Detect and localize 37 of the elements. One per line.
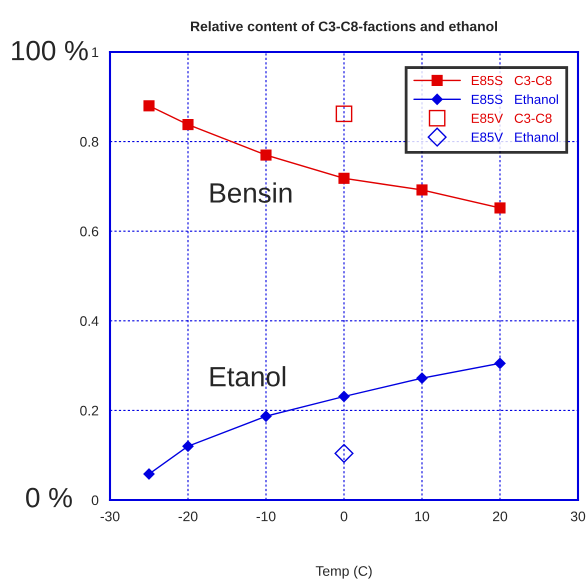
x-tick-label: -10 xyxy=(256,511,276,522)
x-tick-label: 30 xyxy=(570,511,586,522)
point xyxy=(338,172,350,184)
point xyxy=(182,119,194,130)
point xyxy=(494,202,506,214)
point xyxy=(338,390,350,402)
point xyxy=(334,444,354,463)
point xyxy=(494,358,506,369)
y-tick-label: 0 xyxy=(92,495,98,506)
point xyxy=(182,440,194,452)
point xyxy=(143,100,155,112)
point xyxy=(260,410,272,422)
x-tick-label: 10 xyxy=(415,511,430,522)
y-tick-label: 1 xyxy=(92,47,98,58)
point xyxy=(416,184,428,196)
x-tick-label: 0 xyxy=(340,511,348,522)
text: 0 % xyxy=(26,488,72,508)
legend-label: E85S C3-C8 xyxy=(472,76,552,86)
x-tick-label: -20 xyxy=(178,511,198,522)
point xyxy=(336,105,352,122)
legend-label: E85S Ethanol xyxy=(472,94,558,104)
annotation: Etanol xyxy=(210,366,286,386)
x-tick-label: -30 xyxy=(100,511,120,522)
point xyxy=(143,468,155,480)
y-tick-label: 0.2 xyxy=(80,406,98,416)
annotation: Bensin xyxy=(210,182,292,203)
chart-title: Relative content of C3-C8-factions and ethanol xyxy=(190,21,497,32)
point xyxy=(416,372,428,384)
y-tick-label: 0.8 xyxy=(80,136,98,147)
legend-label: E85V Ethanol xyxy=(472,132,558,142)
y-tick-label: 0.6 xyxy=(80,226,98,236)
x-tick-label: 20 xyxy=(492,511,508,522)
x-axis-title: Temp (C) xyxy=(316,566,372,579)
point xyxy=(260,149,272,161)
text: 100 % xyxy=(12,40,88,60)
y-tick-label: 0.4 xyxy=(80,316,98,326)
legend-label: E85V C3-C8 xyxy=(472,114,552,123)
